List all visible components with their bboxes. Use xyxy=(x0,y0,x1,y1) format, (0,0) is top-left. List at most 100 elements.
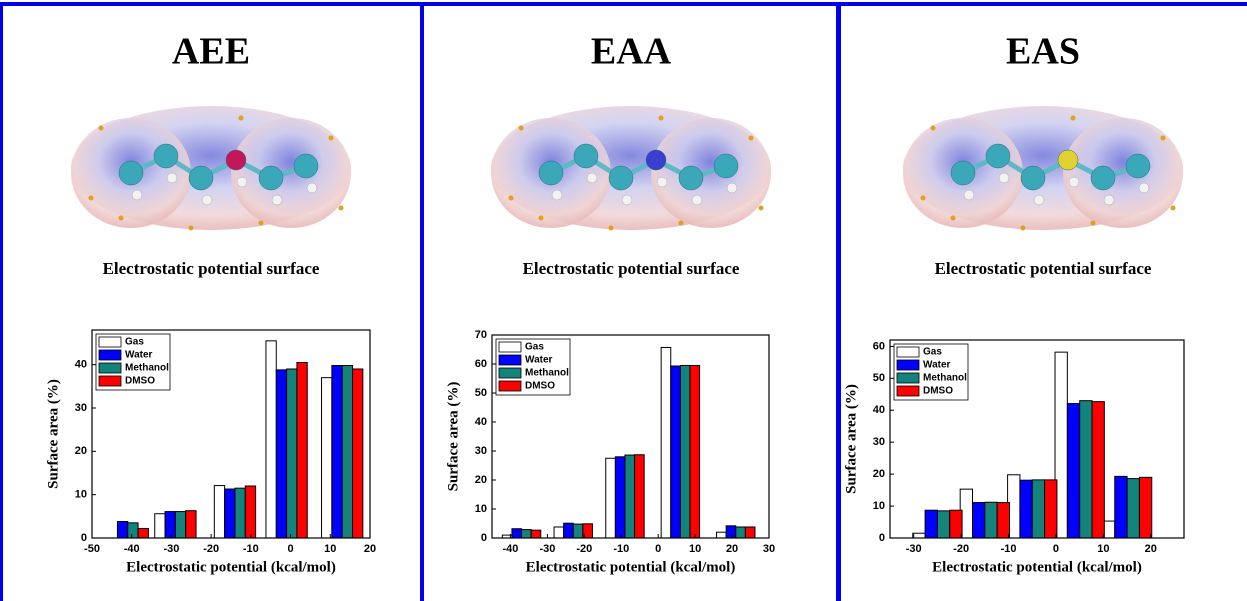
atom xyxy=(951,161,975,185)
x-tick-label: -20 xyxy=(576,543,592,555)
x-tick-label: 30 xyxy=(763,543,775,555)
y-tick-label: 40 xyxy=(75,359,87,371)
atom xyxy=(609,166,633,190)
surface-point xyxy=(119,216,124,221)
atom xyxy=(679,166,703,190)
bar xyxy=(726,526,736,538)
bar xyxy=(997,503,1009,538)
bar xyxy=(937,511,949,538)
y-axis-label: Surface area (%) xyxy=(45,379,61,489)
bar xyxy=(297,363,307,539)
x-tick-label: -40 xyxy=(124,543,140,555)
bar xyxy=(155,514,165,538)
y-tick-label: 0 xyxy=(879,532,885,544)
y-axis-label: Surface area (%) xyxy=(445,382,461,492)
figure: AEE Electrostatic potential surface 0 10 20 3… xyxy=(0,0,1247,601)
legend-label: Gas xyxy=(923,347,942,358)
hydrogen xyxy=(964,190,974,200)
bar xyxy=(985,502,997,538)
legend-label: DMSO xyxy=(923,386,953,397)
y-tick-label: 10 xyxy=(873,500,885,512)
bar xyxy=(973,503,985,538)
y-tick-label: 0 xyxy=(481,532,487,544)
legend-label: Water xyxy=(125,350,153,361)
hydrogen xyxy=(272,195,282,205)
atom xyxy=(154,144,178,168)
bar xyxy=(235,488,245,538)
bar xyxy=(925,510,937,538)
surface-point xyxy=(749,136,754,141)
bar xyxy=(165,512,175,538)
x-axis-label: Electrostatic potential (kcal/mol) xyxy=(526,559,736,575)
legend-swatch xyxy=(99,376,121,386)
surface-point xyxy=(1091,221,1096,226)
y-tick-label: 30 xyxy=(873,436,885,448)
surface-point xyxy=(329,136,334,141)
legend-swatch xyxy=(897,373,919,383)
atom xyxy=(1126,154,1150,178)
y-tick-label: 70 xyxy=(475,329,487,341)
bar xyxy=(175,512,185,538)
y-tick-label: 10 xyxy=(75,489,87,501)
surface-point xyxy=(1171,206,1176,211)
x-tick-label: 20 xyxy=(726,543,738,555)
bar xyxy=(245,486,255,538)
hydrogen xyxy=(622,195,632,205)
legend-swatch xyxy=(99,337,121,347)
bar xyxy=(606,458,616,538)
y-tick-label: 40 xyxy=(873,404,885,416)
panel-title: AEE xyxy=(172,31,250,73)
bar xyxy=(1092,402,1104,538)
surface-point xyxy=(539,216,544,221)
hydrogen xyxy=(237,177,247,187)
x-tick-label: -30 xyxy=(906,543,922,555)
x-tick-label: 10 xyxy=(689,543,701,555)
legend-swatch xyxy=(99,350,121,360)
hydrogen xyxy=(999,173,1009,183)
legend-label: DMSO xyxy=(125,376,155,387)
atom xyxy=(259,166,283,190)
bar xyxy=(522,530,532,538)
bar xyxy=(276,370,286,538)
legend-label: Methanol xyxy=(125,363,169,374)
surface-point xyxy=(259,221,264,226)
page: AEE Electrostatic potential surface 0 10 20 3… xyxy=(0,0,1247,601)
x-tick-label: 10 xyxy=(324,543,336,555)
surface-caption: Electrostatic potential surface xyxy=(935,259,1152,278)
atom xyxy=(1021,166,1045,190)
y-tick-label: 30 xyxy=(475,445,487,457)
bar xyxy=(512,529,522,538)
legend-label: Methanol xyxy=(525,368,569,379)
bar xyxy=(1020,480,1032,538)
bar xyxy=(186,511,196,538)
x-tick-label: 20 xyxy=(364,543,376,555)
bar xyxy=(913,533,925,538)
y-axis-label: Surface area (%) xyxy=(843,384,859,494)
hydrogen xyxy=(307,183,317,193)
panel-title: EAS xyxy=(1006,31,1080,73)
x-tick-label: -20 xyxy=(203,543,219,555)
x-tick-label: -50 xyxy=(84,543,100,555)
atom xyxy=(714,154,738,178)
bar xyxy=(531,530,541,538)
hydrogen xyxy=(1104,195,1114,205)
bar xyxy=(1032,480,1044,538)
bar xyxy=(1045,480,1057,538)
x-tick-label: 10 xyxy=(1097,543,1109,555)
bar xyxy=(680,365,690,538)
hydrogen xyxy=(1069,177,1079,187)
bar xyxy=(717,532,727,538)
hydrogen xyxy=(202,195,212,205)
bar xyxy=(353,369,363,538)
surface-caption: Electrostatic potential surface xyxy=(103,259,320,278)
bar xyxy=(554,527,564,538)
x-tick-label: -30 xyxy=(163,543,179,555)
bar xyxy=(1067,404,1079,538)
surface-point xyxy=(1161,136,1166,141)
panel-title: EAA xyxy=(591,31,672,73)
bar xyxy=(128,523,138,538)
legend-swatch xyxy=(499,355,521,365)
y-tick-label: 20 xyxy=(75,445,87,457)
surface-point xyxy=(759,206,764,211)
hydrogen xyxy=(1139,183,1149,193)
